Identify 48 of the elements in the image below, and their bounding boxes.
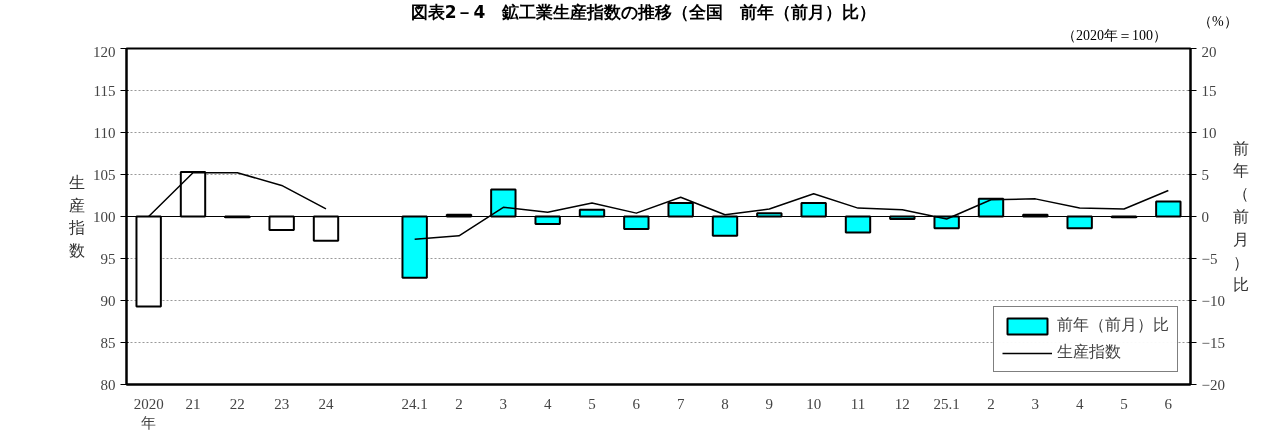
x-tick-label: 3 bbox=[1031, 395, 1040, 412]
x-tick-label: 6 bbox=[632, 395, 641, 412]
x-tick-label: 5 bbox=[588, 395, 596, 412]
x-tick-label: 4 bbox=[1075, 395, 1084, 412]
y2-tick-label: −15 bbox=[1201, 334, 1225, 351]
chart-title: 図表2－4 鉱工業生産指数の推移（全国 前年（前月）比） bbox=[410, 2, 877, 22]
x-tick-label: 24 bbox=[318, 395, 334, 412]
text: （%） bbox=[1198, 13, 1238, 31]
x-tick-label: 2 bbox=[987, 395, 995, 412]
y-tick-label: 80 bbox=[100, 376, 116, 393]
y2-tick-label: 20 bbox=[1201, 43, 1217, 60]
x-tick-label: 3 bbox=[499, 395, 508, 412]
y-tick-label: 100 bbox=[93, 208, 116, 225]
x-tick-label: 2 bbox=[455, 395, 463, 412]
y2-tick-label: 5 bbox=[1201, 166, 1209, 183]
x-tick-label: 10 bbox=[806, 395, 822, 412]
x-tick-label: 24.1 bbox=[401, 395, 428, 412]
x-tick-label: 9 bbox=[765, 395, 774, 412]
x-tick-label: 25.1 bbox=[933, 395, 960, 412]
x-tick-label: 6 bbox=[1164, 395, 1173, 412]
y-tick-label: 110 bbox=[93, 124, 116, 141]
y-axis-title: 生産指数 bbox=[68, 172, 85, 261]
x-tick-label: 21 bbox=[185, 395, 201, 412]
x-tick-label: 22 bbox=[229, 395, 245, 412]
y2-tick-label: 10 bbox=[1201, 124, 1217, 141]
x-tick-label: 23 bbox=[274, 395, 290, 412]
y2-tick-label: −5 bbox=[1201, 250, 1218, 267]
legend-label: 前年（前月）比 bbox=[1057, 315, 1169, 336]
x-tick-label: 7 bbox=[676, 395, 685, 412]
x-tick-label: 8 bbox=[721, 395, 729, 412]
legend-label: 生産指数 bbox=[1057, 342, 1121, 363]
y-tick-label: 85 bbox=[100, 334, 116, 351]
y2-tick-label: −20 bbox=[1201, 376, 1225, 393]
y2-tick-label: 0 bbox=[1201, 208, 1209, 225]
y-tick-label: 105 bbox=[93, 166, 116, 183]
y-tick-label: 120 bbox=[93, 43, 116, 60]
x-tick-label: 11 bbox=[850, 395, 866, 412]
x-tick-label: 4 bbox=[543, 395, 552, 412]
text: （2020年＝100） bbox=[1062, 27, 1167, 45]
y2-tick-label: −10 bbox=[1201, 292, 1225, 309]
y2-axis-title: 前年（前月）比 bbox=[1232, 138, 1249, 295]
y-tick-label: 115 bbox=[93, 82, 116, 99]
y2-tick-label: 15 bbox=[1201, 82, 1217, 99]
y-tick-label: 95 bbox=[100, 250, 116, 267]
x-tick-label: 12 bbox=[894, 395, 910, 412]
x-tick-label: 2020 年 bbox=[133, 395, 164, 431]
y-tick-label: 90 bbox=[100, 292, 116, 309]
x-tick-label: 5 bbox=[1120, 395, 1128, 412]
